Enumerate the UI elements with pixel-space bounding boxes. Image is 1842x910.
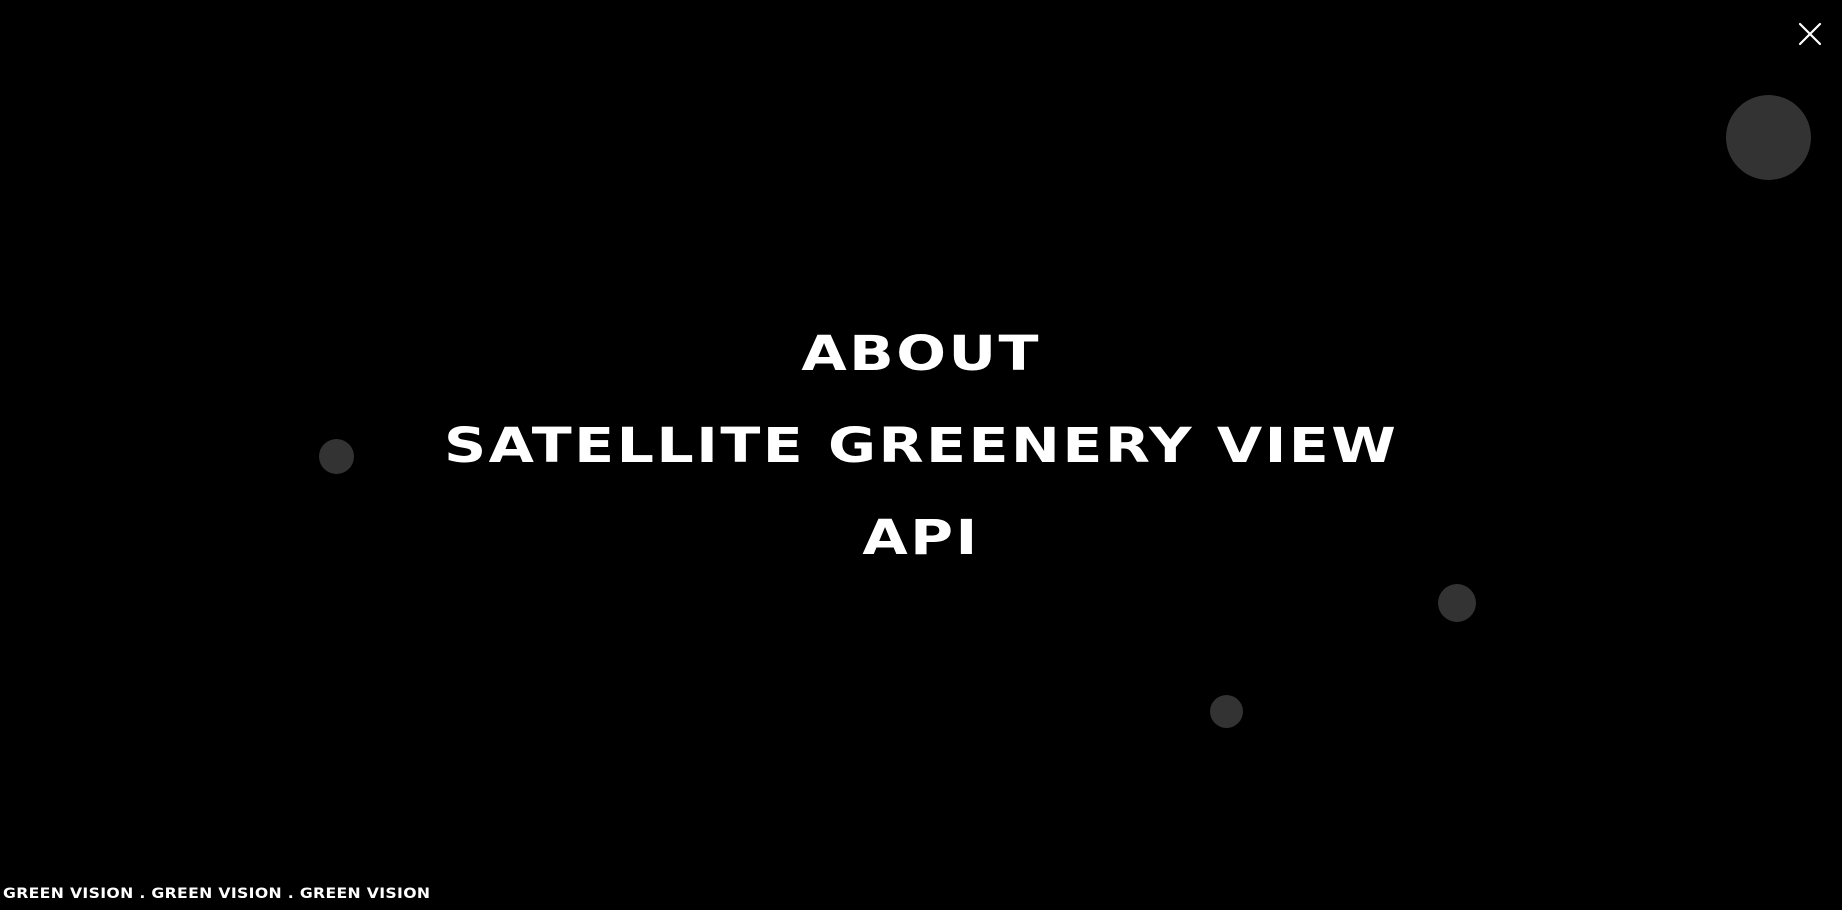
decorative-circle — [319, 439, 354, 474]
footer-marquee: GREEN VISION . GREEN VISION . GREEN VISI… — [3, 886, 431, 902]
menu-item-satellite-greenery-view[interactable]: SATELLITE GREENERY VIEW — [443, 418, 1399, 474]
decorative-circle — [1210, 695, 1243, 728]
decorative-circle — [1438, 584, 1476, 622]
close-icon — [1796, 20, 1824, 48]
menu-item-api[interactable]: API — [862, 510, 980, 566]
menu-item-about[interactable]: ABOUT — [801, 326, 1041, 382]
decorative-circle — [1726, 95, 1811, 180]
main-menu: ABOUT SATELLITE GREENERY VIEW API — [0, 330, 1842, 562]
close-button[interactable] — [1796, 20, 1824, 48]
